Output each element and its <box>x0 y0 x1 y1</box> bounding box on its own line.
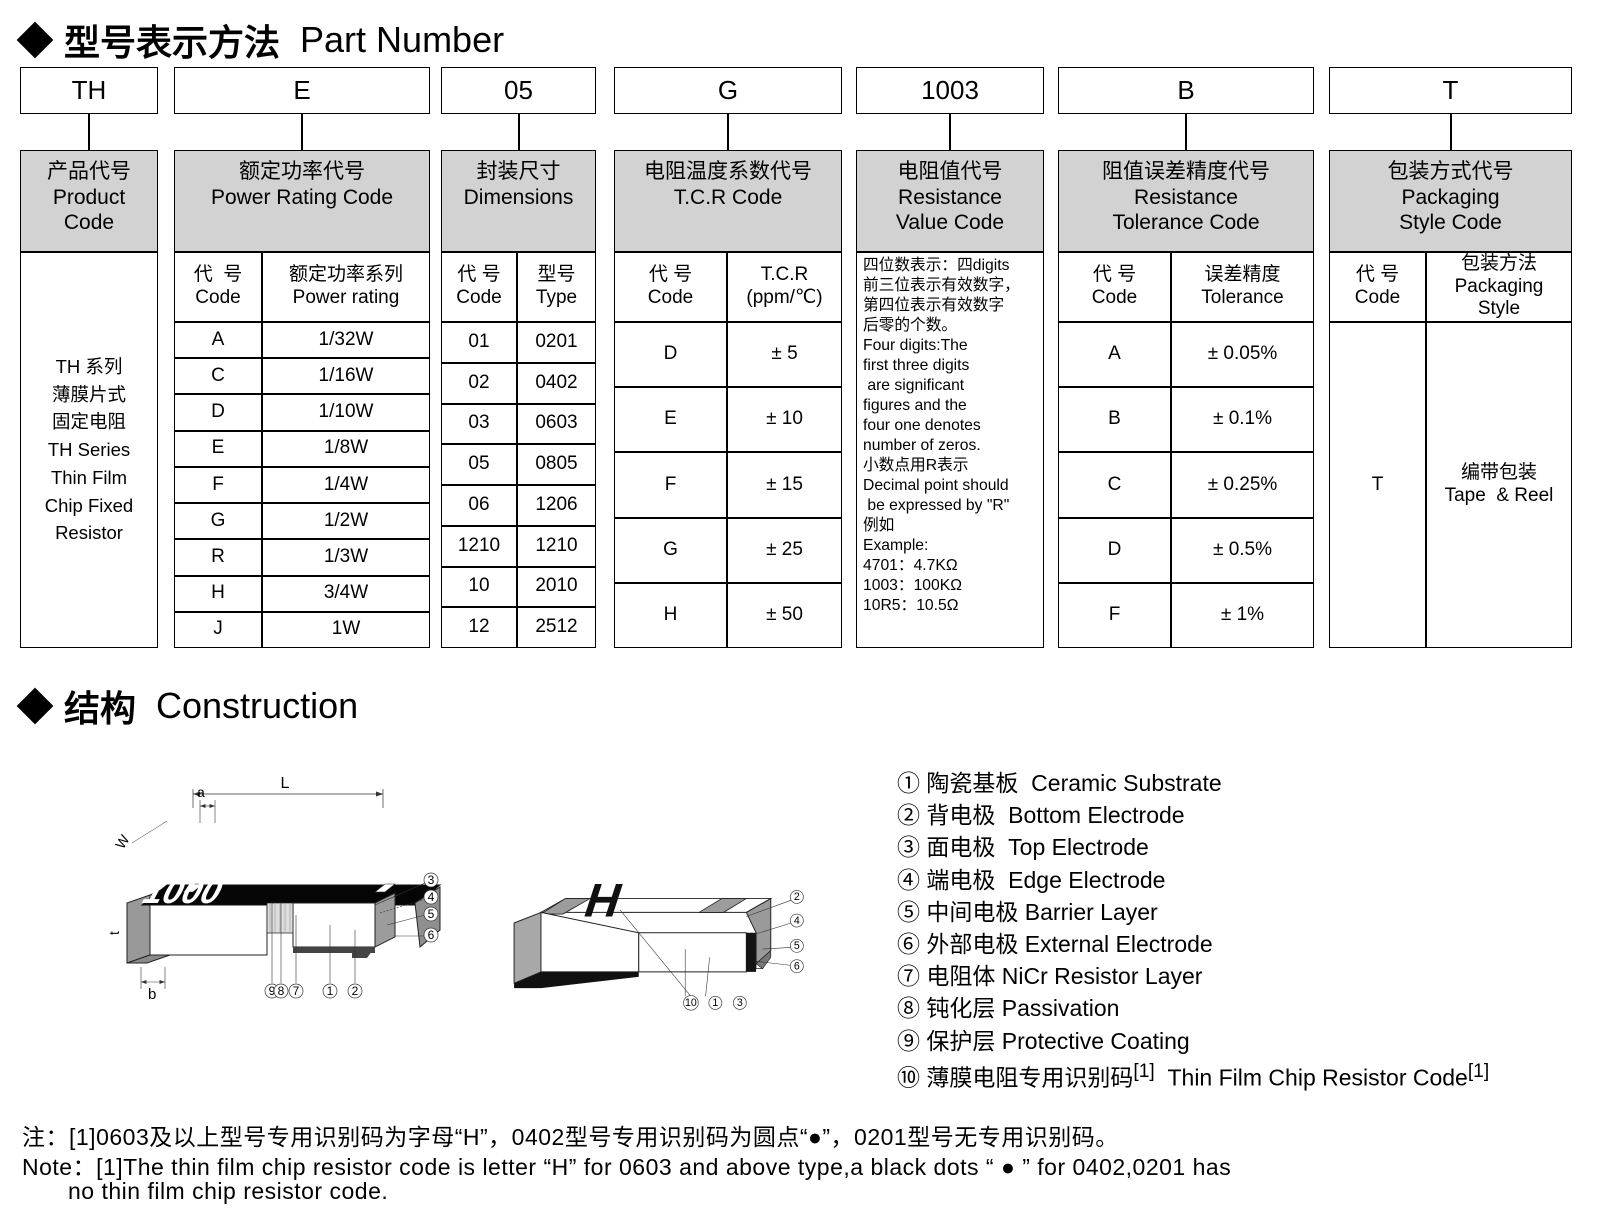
svg-text:6: 6 <box>794 960 800 972</box>
svg-text:t: t <box>106 931 122 935</box>
svg-text:a: a <box>197 784 205 800</box>
svg-text:5: 5 <box>794 940 800 952</box>
svg-text:7: 7 <box>293 984 300 998</box>
svg-text:10: 10 <box>685 997 697 1009</box>
svg-text:W: W <box>112 831 133 851</box>
svg-text:4: 4 <box>428 890 435 904</box>
svg-text:b: b <box>148 986 156 1003</box>
svg-text:2: 2 <box>352 984 359 998</box>
svg-text:3: 3 <box>428 873 435 887</box>
svg-text:L: L <box>281 775 290 792</box>
svg-text:3: 3 <box>737 997 743 1009</box>
svg-text:4: 4 <box>794 915 800 927</box>
svg-text:6: 6 <box>428 928 435 942</box>
svg-text:5: 5 <box>428 907 435 921</box>
svg-text:2: 2 <box>794 891 800 903</box>
svg-text:8: 8 <box>278 984 285 998</box>
svg-text:1: 1 <box>327 984 334 998</box>
svg-text:1: 1 <box>712 997 718 1009</box>
svg-text:1000: 1000 <box>139 873 228 911</box>
